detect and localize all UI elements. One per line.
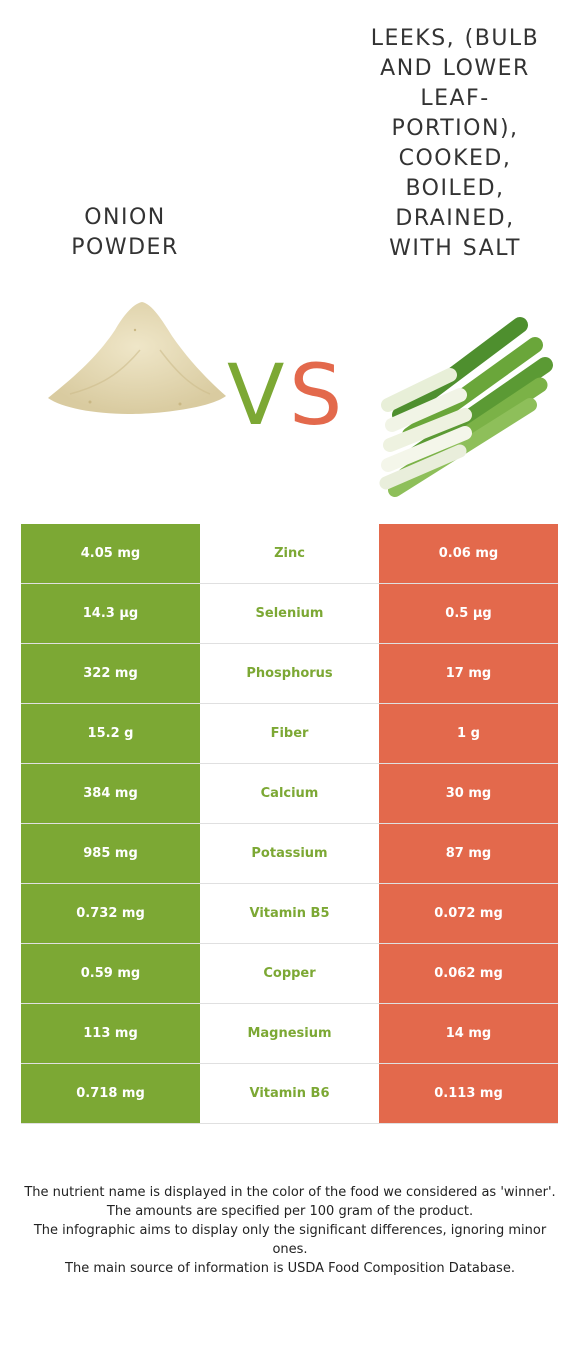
left-value: 384 mg <box>21 764 200 823</box>
nutrient-name: Vitamin B6 <box>200 1064 379 1123</box>
nutrient-name: Potassium <box>200 824 379 883</box>
left-value: 14.3 µg <box>21 584 200 643</box>
table-row: 15.2 g Fiber 1 g <box>21 704 558 764</box>
right-food-title: Leeks, (bulb and lower leaf-portion), co… <box>370 26 540 261</box>
nutrient-name: Vitamin B5 <box>200 884 379 943</box>
right-value: 0.06 mg <box>379 524 558 583</box>
nutrient-name: Phosphorus <box>200 644 379 703</box>
right-value: 0.113 mg <box>379 1064 558 1123</box>
vs-label: V S <box>227 350 357 440</box>
vs-v: V <box>227 346 285 444</box>
right-value: 87 mg <box>379 824 558 883</box>
left-value: 15.2 g <box>21 704 200 763</box>
right-value: 0.5 µg <box>379 584 558 643</box>
left-value: 985 mg <box>21 824 200 883</box>
left-value: 4.05 mg <box>21 524 200 583</box>
table-row: 0.718 mg Vitamin B6 0.113 mg <box>21 1064 558 1124</box>
table-row: 0.59 mg Copper 0.062 mg <box>21 944 558 1004</box>
table-row: 113 mg Magnesium 14 mg <box>21 1004 558 1064</box>
right-value: 0.072 mg <box>379 884 558 943</box>
nutrient-name: Selenium <box>200 584 379 643</box>
left-value: 113 mg <box>21 1004 200 1063</box>
left-value: 0.59 mg <box>21 944 200 1003</box>
vs-s: S <box>289 346 343 444</box>
table-row: 0.732 mg Vitamin B5 0.072 mg <box>21 884 558 944</box>
right-value: 0.062 mg <box>379 944 558 1003</box>
table-row: 985 mg Potassium 87 mg <box>21 824 558 884</box>
nutrient-name: Calcium <box>200 764 379 823</box>
footer-line: The main source of information is USDA F… <box>65 1261 515 1276</box>
footer-line: The amounts are specified per 100 gram o… <box>106 1204 474 1219</box>
left-value: 0.718 mg <box>21 1064 200 1123</box>
footer-line: The nutrient name is displayed in the co… <box>24 1185 556 1200</box>
table-row: 14.3 µg Selenium 0.5 µg <box>21 584 558 644</box>
table-row: 384 mg Calcium 30 mg <box>21 764 558 824</box>
left-value: 0.732 mg <box>21 884 200 943</box>
left-value: 322 mg <box>21 644 200 703</box>
leeks-image <box>379 317 553 497</box>
footer-line: The infographic aims to display only the… <box>33 1223 547 1257</box>
right-value: 14 mg <box>379 1004 558 1063</box>
right-value: 17 mg <box>379 644 558 703</box>
nutrient-table: 4.05 mg Zinc 0.06 mg 14.3 µg Selenium 0.5 µg 3… <box>21 524 558 1124</box>
nutrient-name: Copper <box>200 944 379 1003</box>
footer-notes: The nutrient name is displayed in the co… <box>20 1183 560 1278</box>
nutrient-name: Zinc <box>200 524 379 583</box>
right-value: 1 g <box>379 704 558 763</box>
nutrient-name: Magnesium <box>200 1004 379 1063</box>
onion-powder-image <box>48 302 226 414</box>
table-row: 4.05 mg Zinc 0.06 mg <box>21 524 558 584</box>
table-row: 322 mg Phosphorus 17 mg <box>21 644 558 704</box>
left-food-title: Onion powder <box>71 205 179 260</box>
right-value: 30 mg <box>379 764 558 823</box>
nutrient-name: Fiber <box>200 704 379 763</box>
